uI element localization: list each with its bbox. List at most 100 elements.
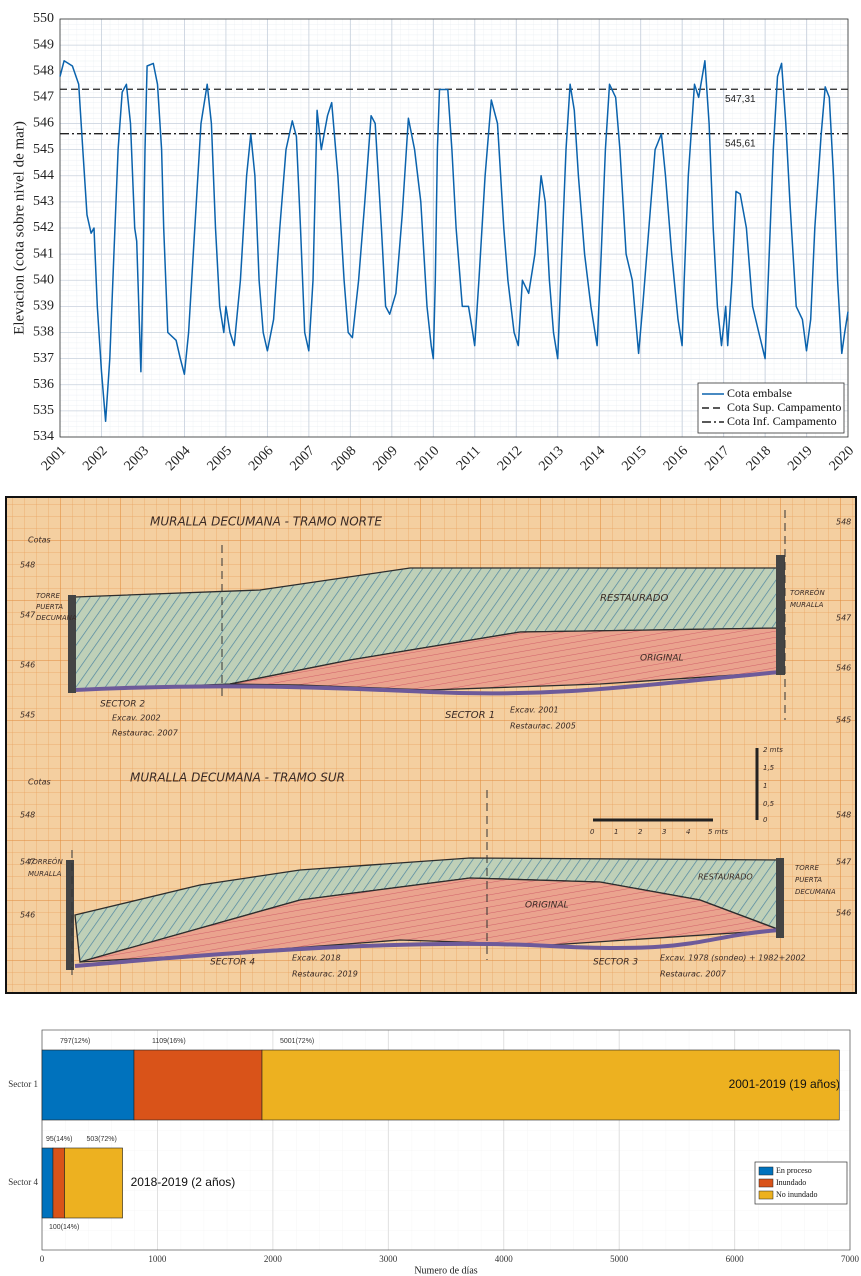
value-label: 503(72%): [87, 1136, 117, 1143]
x-tick-label: 2020: [827, 443, 857, 473]
sketch-label: PUERTA: [795, 876, 822, 884]
sketch-label: MURALLA: [28, 870, 62, 878]
legend-label: No inundado: [776, 1190, 818, 1199]
sketch-label: PUERTA: [36, 603, 63, 611]
sketch-label: ORIGINAL: [640, 654, 684, 664]
x-tick-label: 2012: [495, 443, 525, 473]
days-chart: 0 1000 2000 3000 4000 5000 6000 7000 Numero de d…: [8, 1029, 860, 1276]
sketch-label: 547: [836, 858, 852, 867]
sketch-label: DECUMANA: [36, 614, 77, 622]
sketch-label: SECTOR 3: [593, 958, 638, 968]
x-tick-label: 1000: [148, 1254, 167, 1264]
x-tick-label: 2016: [661, 443, 691, 473]
sketch-label: MURALLA DECUMANA - TRAMO NORTE: [150, 515, 382, 529]
value-label: 797(12%): [60, 1038, 90, 1045]
wall-drawing: MURALLA DECUMANA - TRAMO NORTE Cotas TORRE…: [5, 496, 857, 994]
tower-right-south: [776, 858, 784, 938]
x-tick-label: 2004: [163, 443, 193, 473]
y-tick-label: 535: [33, 403, 54, 418]
legend-swatch: [758, 1178, 774, 1188]
x-tick-label: 2007: [288, 443, 318, 473]
sketch-label: MURALLA: [790, 601, 824, 609]
bar-segment: [64, 1147, 123, 1219]
sketch-label: 2: [638, 828, 643, 836]
sketch-label: 545: [836, 716, 851, 725]
tower-right-north: [776, 555, 785, 675]
legend-label: Cota embalse: [727, 386, 792, 400]
x-tick-label: 2000: [264, 1254, 283, 1264]
sketch-label: 546: [20, 911, 35, 920]
sketch-label: Restaurac. 2007: [660, 970, 727, 979]
x-tick-label: 2011: [454, 443, 484, 473]
y-tick-label: 548: [33, 63, 54, 78]
sketch-label: Restaurac. 2019: [292, 970, 358, 979]
x-axis-label: Numero de días: [414, 1265, 477, 1276]
sketch-label: SECTOR 2: [100, 700, 145, 710]
legend-label: En proceso: [776, 1166, 812, 1175]
sketch-label: Excav. 2002: [112, 714, 161, 723]
y-tick-label: 537: [33, 351, 54, 366]
y-tick-label: 549: [33, 37, 54, 52]
sketch-label: 1: [763, 782, 767, 790]
x-tick-label: 2009: [370, 443, 400, 473]
x-tick-label: 4000: [495, 1254, 514, 1264]
x-tick-label: 7000: [841, 1254, 860, 1264]
sketch-label: 4: [686, 828, 690, 836]
sketch-label: 546: [836, 664, 851, 673]
y-tick-label: 538: [33, 325, 54, 340]
x-tick-label: 2018: [744, 443, 774, 473]
y-tick-label: 540: [33, 272, 54, 287]
y-tick-label: 536: [33, 377, 54, 392]
sketch-label: 5 mts: [708, 828, 728, 836]
x-tick-label: 2002: [80, 443, 110, 473]
bar-segment: [41, 1147, 54, 1219]
y-tick-label: 543: [33, 194, 54, 209]
sketch-label: RESTAURADO: [698, 873, 753, 882]
sketch-label: SECTOR 1: [445, 710, 495, 721]
sketch-label: Restaurac. 2005: [510, 722, 576, 731]
x-tick-label: 2008: [329, 443, 359, 473]
y-tick-label: Sector 1: [8, 1079, 38, 1089]
y-tick-label: 534: [33, 429, 54, 444]
elevation-chart: 534 535 536 537 538 539 540 541 542 543 544 545 546 5…: [11, 11, 857, 474]
y-tick-label: 546: [33, 116, 54, 131]
x-tick-label: 2019: [785, 443, 815, 473]
sketch-label: 1,5: [763, 764, 775, 772]
legend-box: [697, 382, 845, 434]
axes-box: [41, 1029, 851, 1251]
bar-segment: [133, 1049, 263, 1121]
sketch-label: RESTAURADO: [600, 593, 668, 604]
sketch-label: 0: [763, 816, 768, 824]
x-tick-label: 2003: [122, 443, 152, 473]
value-label: 5001(72%): [280, 1038, 314, 1045]
y-tick-label: 542: [33, 220, 54, 235]
annotation: 2001-2019 (19 años): [729, 1077, 840, 1091]
reference-label: 547,31: [725, 94, 756, 105]
y-tick-label: 545: [33, 142, 54, 157]
sketch-label: 548: [836, 518, 851, 527]
x-tick-label: 2014: [578, 443, 608, 473]
sketch-label: 546: [20, 661, 35, 670]
legend-label: Cota Sup. Campamento: [727, 400, 841, 414]
series-line: [59, 60, 849, 423]
sketch-label: 3: [662, 828, 666, 836]
sketch-label: 1: [614, 828, 618, 836]
x-tick-label: 0: [40, 1254, 45, 1264]
x-tick-label: 2005: [205, 443, 235, 473]
sketch-label: 548: [20, 561, 35, 570]
legend-label: Inundado: [776, 1178, 806, 1187]
sketch-label: 546: [836, 909, 851, 918]
value-label: 1109(16%): [152, 1038, 186, 1045]
x-tick-label: 2015: [619, 443, 649, 473]
sketch-label: Restaurac. 2007: [112, 729, 179, 738]
x-tick-label: 5000: [610, 1254, 629, 1264]
tower-left-south: [66, 860, 74, 970]
x-tick-label: 2017: [702, 443, 732, 473]
bar-segment: [261, 1049, 840, 1121]
value-label: 100(14%): [49, 1224, 79, 1231]
sketch-label: 548: [20, 811, 35, 820]
legend-label: Cota Inf. Campamento: [727, 414, 837, 428]
base-south: [74, 928, 781, 968]
